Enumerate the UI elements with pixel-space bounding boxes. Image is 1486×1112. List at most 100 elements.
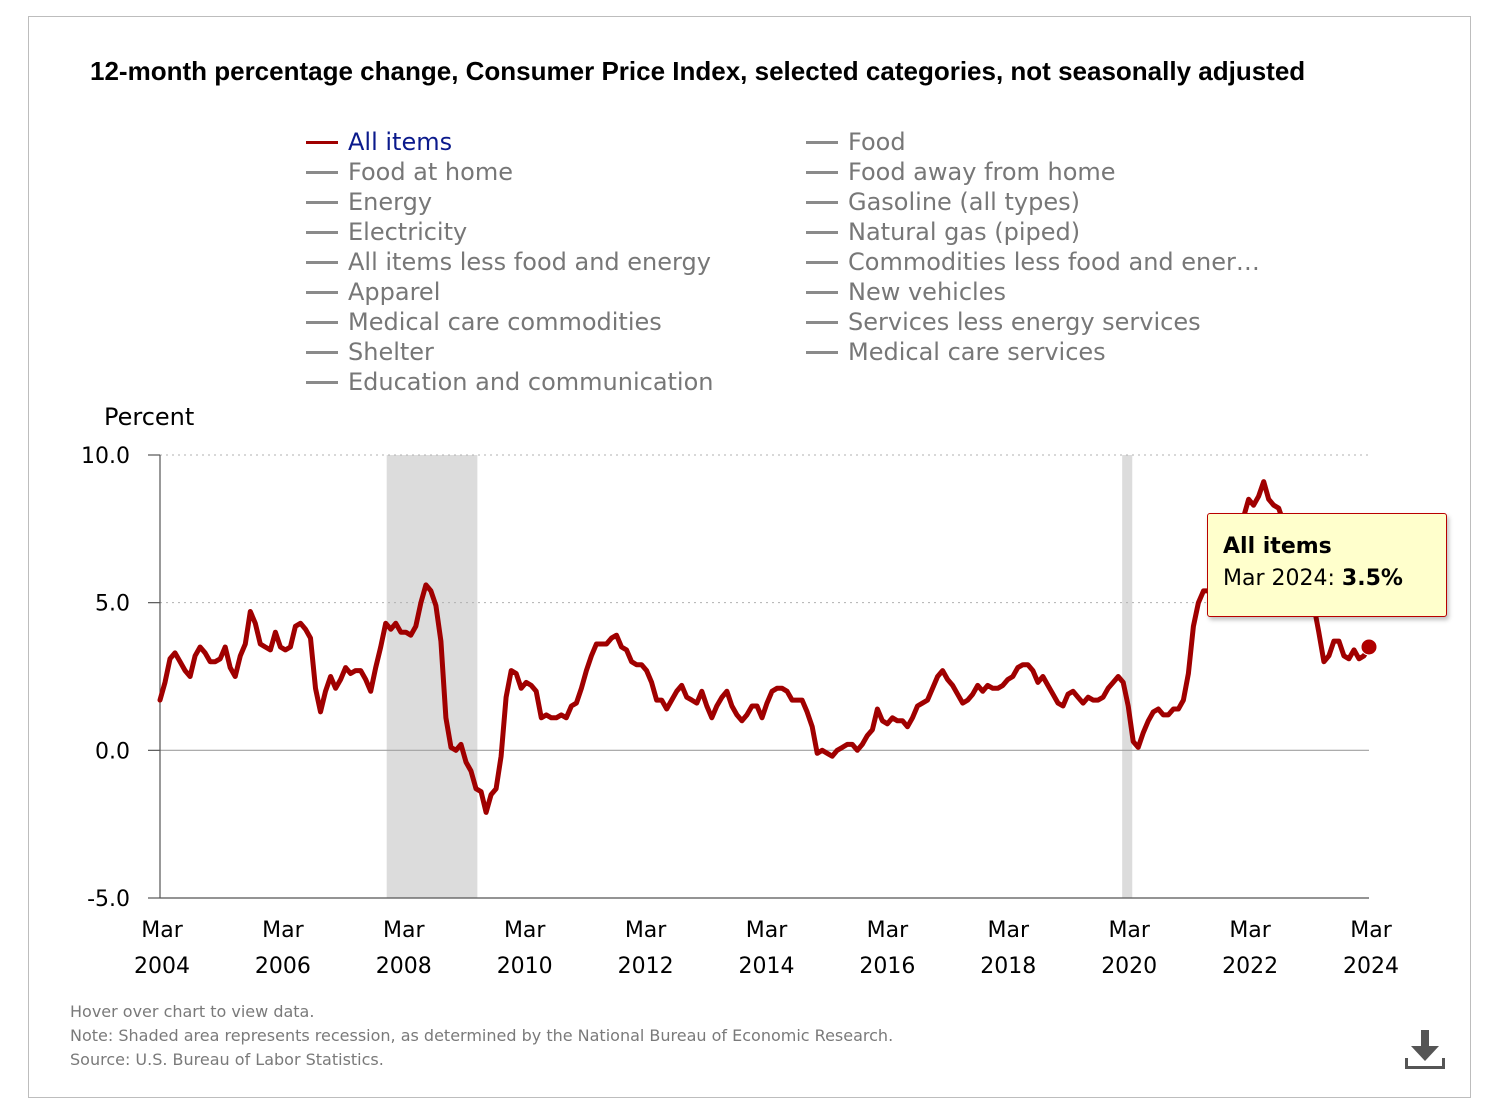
legend-item-education-and-communication[interactable]: Education and communication — [306, 367, 714, 397]
legend-swatch — [806, 260, 838, 264]
x-tick-year: 2004 — [134, 954, 190, 979]
legend-label: Food away from home — [848, 158, 1116, 186]
legend-swatch — [306, 290, 338, 294]
legend-label: New vehicles — [848, 278, 1006, 306]
legend-label: Commodities less food and ener… — [848, 248, 1260, 276]
x-tick-month: Mar — [988, 918, 1030, 943]
x-tick-year: 2016 — [859, 954, 915, 979]
x-tick-year: 2012 — [618, 954, 674, 979]
legend-item-food-at-home[interactable]: Food at home — [306, 157, 513, 187]
x-tick-month: Mar — [504, 918, 546, 943]
download-icon[interactable] — [1402, 1028, 1448, 1074]
legend-item-new-vehicles[interactable]: New vehicles — [806, 277, 1006, 307]
legend-item-commodities-less-food-and-ener[interactable]: Commodities less food and ener… — [806, 247, 1260, 277]
legend-swatch — [806, 320, 838, 324]
x-tick-month: Mar — [746, 918, 788, 943]
legend-item-gasoline-all-types[interactable]: Gasoline (all types) — [806, 187, 1080, 217]
legend-swatch — [806, 140, 838, 144]
recession-band-2 — [1122, 455, 1133, 898]
gridlines — [148, 454, 1369, 899]
legend-swatch — [806, 200, 838, 204]
y-tick-label: -5.0 — [87, 887, 130, 912]
legend-label: Electricity — [348, 218, 468, 246]
x-tick-year: 2008 — [376, 954, 432, 979]
legend-label: Food — [848, 128, 906, 156]
legend-label: Energy — [348, 188, 433, 216]
legend-label: Education and communication — [348, 368, 714, 396]
legend-item-medical-care-services[interactable]: Medical care services — [806, 337, 1106, 367]
legend-item-all-items[interactable]: All items — [306, 127, 452, 157]
data-tooltip: All items Mar 2024: 3.5% — [1207, 513, 1447, 617]
x-tick-month: Mar — [141, 918, 183, 943]
legend-label: Food at home — [348, 158, 513, 186]
x-tick-year: 2010 — [497, 954, 553, 979]
legend-label: All items — [348, 128, 453, 156]
series-lines — [157, 479, 1372, 815]
note-recession: Note: Shaded area represents recession, … — [70, 1026, 894, 1045]
tooltip-series-name: All items — [1223, 534, 1332, 559]
note-hover: Hover over chart to view data. — [70, 1002, 315, 1021]
legend-swatch — [806, 350, 838, 354]
legend-label: Natural gas (piped) — [848, 218, 1081, 246]
legend-label: Medical care services — [848, 338, 1106, 366]
legend-item-services-less-energy-services[interactable]: Services less energy services — [806, 307, 1201, 337]
legend-swatch — [306, 260, 338, 264]
axes — [159, 455, 1369, 899]
x-tick-month: Mar — [262, 918, 304, 943]
legend-swatch — [306, 170, 338, 174]
legend-item-food-away-from-home[interactable]: Food away from home — [806, 157, 1116, 187]
legend-swatch — [306, 140, 338, 144]
legend-label: Medical care commodities — [348, 308, 662, 336]
legend-item-natural-gas-piped[interactable]: Natural gas (piped) — [806, 217, 1080, 247]
x-tick-month: Mar — [1108, 918, 1150, 943]
x-tick-month: Mar — [1350, 918, 1392, 943]
legend-swatch — [306, 380, 338, 384]
legend-item-electricity[interactable]: Electricity — [306, 217, 467, 247]
legend-swatch — [306, 230, 338, 234]
legend-swatch — [306, 350, 338, 354]
legend-label: Gasoline (all types) — [848, 188, 1080, 216]
x-tick-year: 2024 — [1343, 954, 1399, 979]
y-axis-label: Percent — [104, 403, 194, 431]
y-tick-label: 0.0 — [95, 739, 130, 764]
legend-item-energy[interactable]: Energy — [306, 187, 432, 217]
legend-swatch — [306, 320, 338, 324]
tooltip-value: 3.5% — [1341, 566, 1403, 591]
legend-item-shelter[interactable]: Shelter — [306, 337, 434, 367]
legend-label: Services less energy services — [848, 308, 1201, 336]
legend-label: Shelter — [348, 338, 434, 366]
x-tick-year: 2014 — [739, 954, 795, 979]
y-tick-label: 10.0 — [81, 444, 130, 469]
chart-title: 12-month percentage change, Consumer Pri… — [90, 56, 1306, 86]
y-tick-labels: 10.0 5.0 0.0 -5.0 — [81, 444, 130, 912]
highlight-point — [1360, 638, 1378, 656]
legend-swatch — [806, 170, 838, 174]
chart-notes: Hover over chart to view data. Note: Sha… — [70, 1000, 893, 1072]
legend-label: All items less food and energy — [348, 248, 711, 276]
note-source: Source: U.S. Bureau of Labor Statistics. — [70, 1050, 384, 1069]
x-tick-labels: Mar 2004 Mar 2006 Mar 2008 Mar 2010 Mar 2012 Mar 20… — [134, 918, 1399, 979]
legend-item-medical-care-commodities[interactable]: Medical care commodities — [306, 307, 662, 337]
legend-item-food[interactable]: Food — [806, 127, 906, 157]
x-tick-year: 2018 — [980, 954, 1036, 979]
legend-swatch — [806, 230, 838, 234]
x-tick-month: Mar — [1229, 918, 1271, 943]
x-tick-year: 2006 — [255, 954, 311, 979]
x-tick-year: 2020 — [1101, 954, 1157, 979]
legend-item-apparel[interactable]: Apparel — [306, 277, 440, 307]
series-line-all-items — [157, 479, 1372, 815]
recession-band-1 — [386, 455, 478, 898]
x-tick-year: 2022 — [1222, 954, 1278, 979]
legend-swatch — [806, 290, 838, 294]
x-tick-month: Mar — [383, 918, 425, 943]
highlight-markers — [1360, 638, 1378, 656]
legend-item-all-items-less-food-and-energy[interactable]: All items less food and energy — [306, 247, 711, 277]
legend-label: Apparel — [348, 278, 441, 306]
tooltip-value-line: Mar 2024: 3.5% — [1223, 562, 1446, 596]
y-tick-label: 5.0 — [95, 592, 130, 617]
recession-shading — [386, 455, 1133, 898]
x-tick-month: Mar — [625, 918, 667, 943]
x-tick-month: Mar — [867, 918, 909, 943]
legend-swatch — [306, 200, 338, 204]
